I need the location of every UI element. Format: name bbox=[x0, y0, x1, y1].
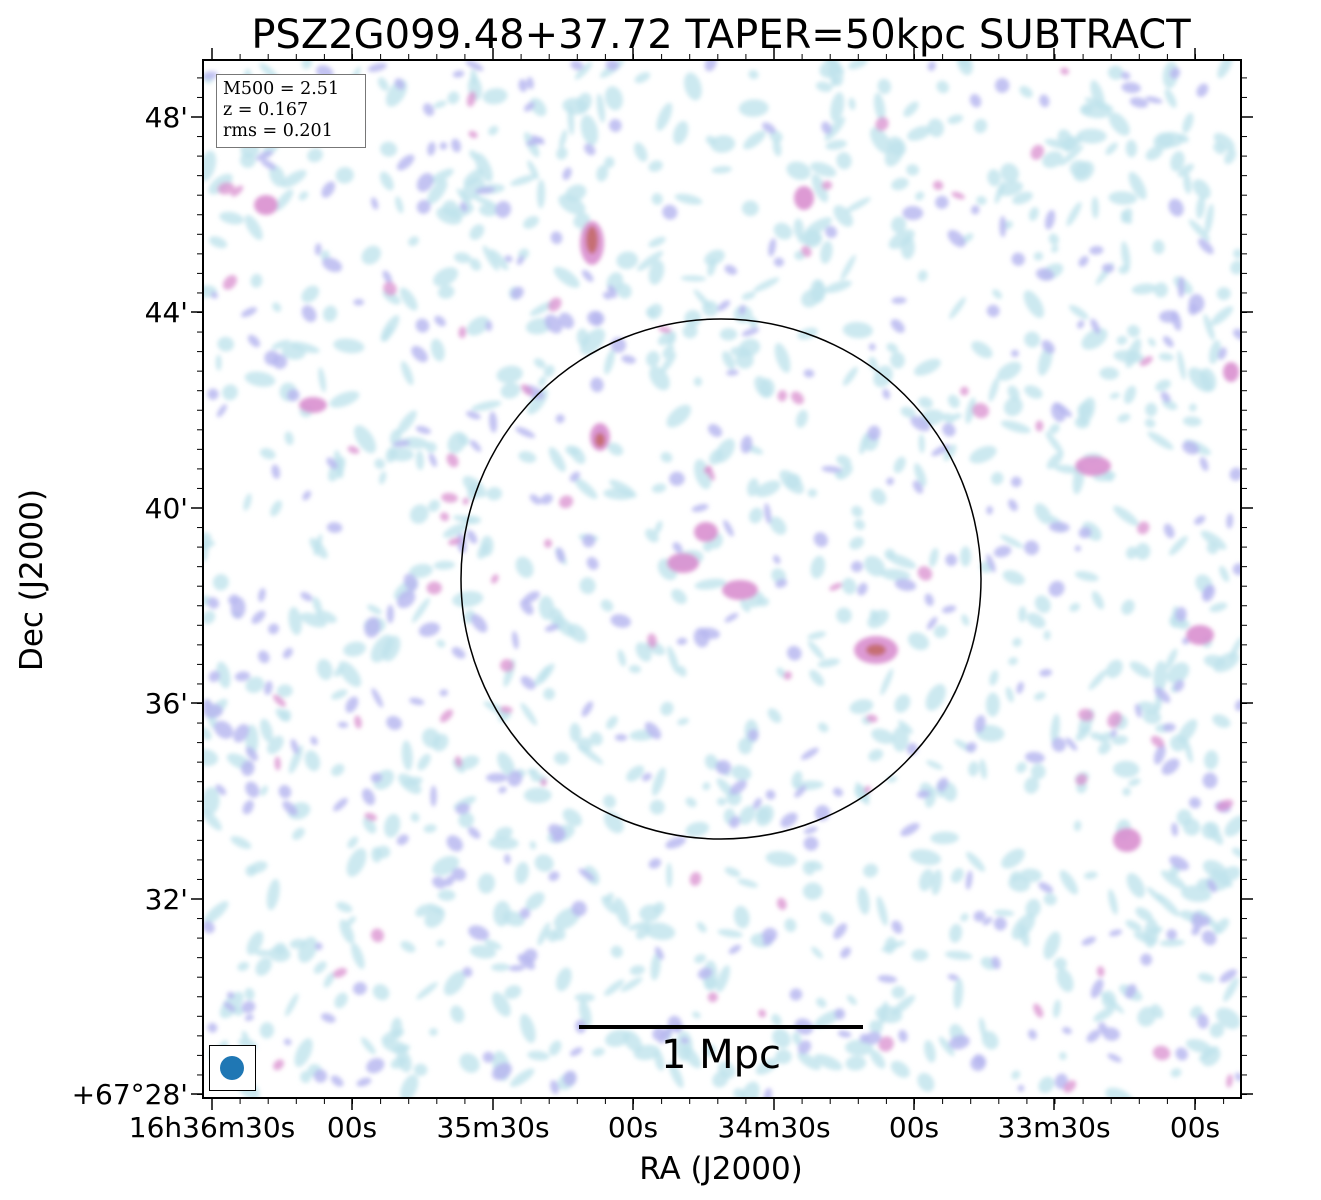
y-tick-labels: 48' 44' 40' 36' 32' +67°28' bbox=[72, 101, 188, 1111]
scale-bar-label: 1 Mpc bbox=[660, 1032, 782, 1078]
scale-bar bbox=[579, 1025, 863, 1029]
y-tick-label: 40' bbox=[145, 492, 188, 525]
x-tick-label: 00s bbox=[327, 1111, 377, 1144]
x-tick-labels: 16h36m30s 00s 35m30s 00s 34m30s 00s 33m3… bbox=[129, 1111, 1220, 1144]
m500-text: M500 = 2.51 bbox=[223, 79, 340, 99]
y-tick-label: 44' bbox=[145, 296, 188, 329]
x-tick-label: 35m30s bbox=[436, 1111, 549, 1144]
axis-ticks bbox=[191, 48, 1253, 1110]
cluster-info-box: M500 = 2.51 z = 0.167 rms = 0.201 bbox=[216, 74, 366, 148]
rms-text: rms = 0.201 bbox=[223, 121, 333, 141]
x-tick-label: 16h36m30s bbox=[129, 1111, 296, 1144]
redshift-text: z = 0.167 bbox=[223, 100, 309, 120]
x-tick-label: 00s bbox=[889, 1111, 939, 1144]
radio-map-image bbox=[203, 60, 1241, 1098]
r500-circle bbox=[460, 318, 982, 840]
y-axis-label: Dec (J2000) bbox=[14, 489, 50, 671]
x-tick-label: 00s bbox=[608, 1111, 658, 1144]
beam-indicator-box bbox=[209, 1045, 256, 1091]
x-tick-label: 34m30s bbox=[717, 1111, 830, 1144]
beam-ellipse bbox=[220, 1056, 244, 1080]
x-tick-label: 33m30s bbox=[997, 1111, 1110, 1144]
y-tick-label: 32' bbox=[145, 883, 188, 916]
x-tick-label: 00s bbox=[1170, 1111, 1220, 1144]
x-axis-label: RA (J2000) bbox=[639, 1151, 803, 1187]
plot-title: PSZ2G099.48+37.72 TAPER=50kpc SUBTRACT bbox=[251, 12, 1191, 58]
y-tick-label: 48' bbox=[145, 101, 188, 134]
plot-frame bbox=[202, 59, 1242, 1099]
y-tick-label: +67°28' bbox=[72, 1078, 188, 1111]
y-tick-label: 36' bbox=[145, 687, 188, 720]
